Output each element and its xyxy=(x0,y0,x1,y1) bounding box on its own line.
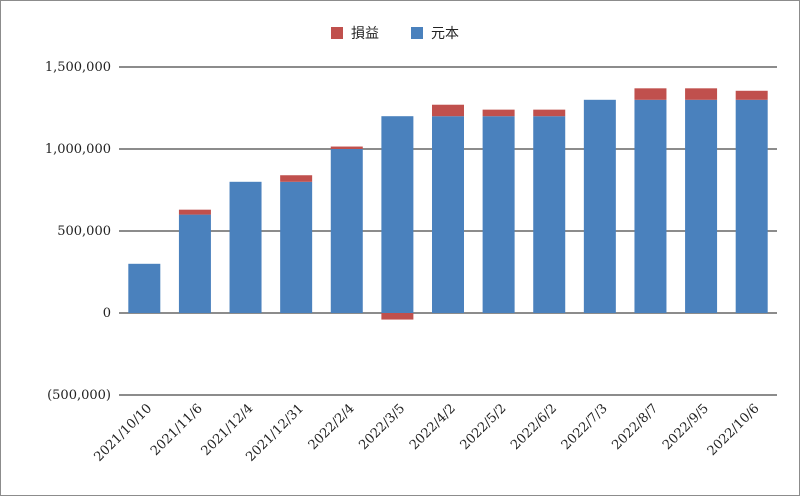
legend: 損益 元本 xyxy=(331,26,459,42)
legend-swatch xyxy=(331,27,343,39)
bar-principal xyxy=(634,99,667,313)
x-tick-label: 2021/10/10 xyxy=(92,401,156,465)
bar-pnl xyxy=(634,88,667,100)
x-axis: 2021/10/102021/11/62021/12/42021/12/3120… xyxy=(92,401,763,465)
bar-principal xyxy=(432,116,464,313)
y-axis: 1,500,000 1,000,000 500,000 0 (500,000) xyxy=(45,60,111,403)
bar-principal xyxy=(583,99,616,313)
x-tick-label: 2022/8/7 xyxy=(609,401,661,453)
x-tick-label: 2022/10/6 xyxy=(705,401,763,459)
bar-principal xyxy=(685,99,718,313)
x-tick-label: 2021/11/6 xyxy=(148,401,206,459)
bar-pnl xyxy=(685,88,718,100)
x-tick-label: 2022/9/5 xyxy=(660,401,712,453)
legend-label: 元本 xyxy=(431,26,459,42)
bar-principal xyxy=(330,149,363,313)
legend-swatch xyxy=(411,27,423,39)
bar-pnl xyxy=(533,109,566,117)
bar-pnl xyxy=(735,90,768,100)
bar-pnl xyxy=(280,175,313,182)
bar-principal xyxy=(280,181,313,313)
x-tick-label: 2022/6/2 xyxy=(508,401,560,453)
bar-principal xyxy=(533,116,566,313)
bar-pnl xyxy=(330,146,363,149)
bar-pnl xyxy=(178,209,211,215)
x-tick-label: 2022/7/3 xyxy=(559,401,611,453)
y-tick-label: 1,000,000 xyxy=(45,142,111,157)
bar-principal xyxy=(735,99,768,313)
bar-principal xyxy=(128,263,161,313)
y-tick-label: 1,500,000 xyxy=(45,60,111,75)
x-tick-label: 2022/2/4 xyxy=(306,401,358,453)
x-tick-label: 2022/4/2 xyxy=(407,401,459,453)
bar-principal xyxy=(229,181,262,313)
bars xyxy=(128,88,768,320)
bar-principal xyxy=(482,116,515,313)
y-tick-label: (500,000) xyxy=(47,388,111,403)
bar-pnl xyxy=(432,104,464,117)
x-tick-label: 2022/3/5 xyxy=(356,401,408,453)
bar-principal xyxy=(381,116,414,313)
bar-pnl xyxy=(381,313,414,320)
bar-pnl xyxy=(482,109,515,117)
y-tick-label: 0 xyxy=(103,306,111,321)
bar-principal xyxy=(178,214,211,313)
y-tick-label: 500,000 xyxy=(57,224,111,239)
legend-label: 損益 xyxy=(351,26,379,42)
x-tick-label: 2022/5/2 xyxy=(458,401,510,453)
